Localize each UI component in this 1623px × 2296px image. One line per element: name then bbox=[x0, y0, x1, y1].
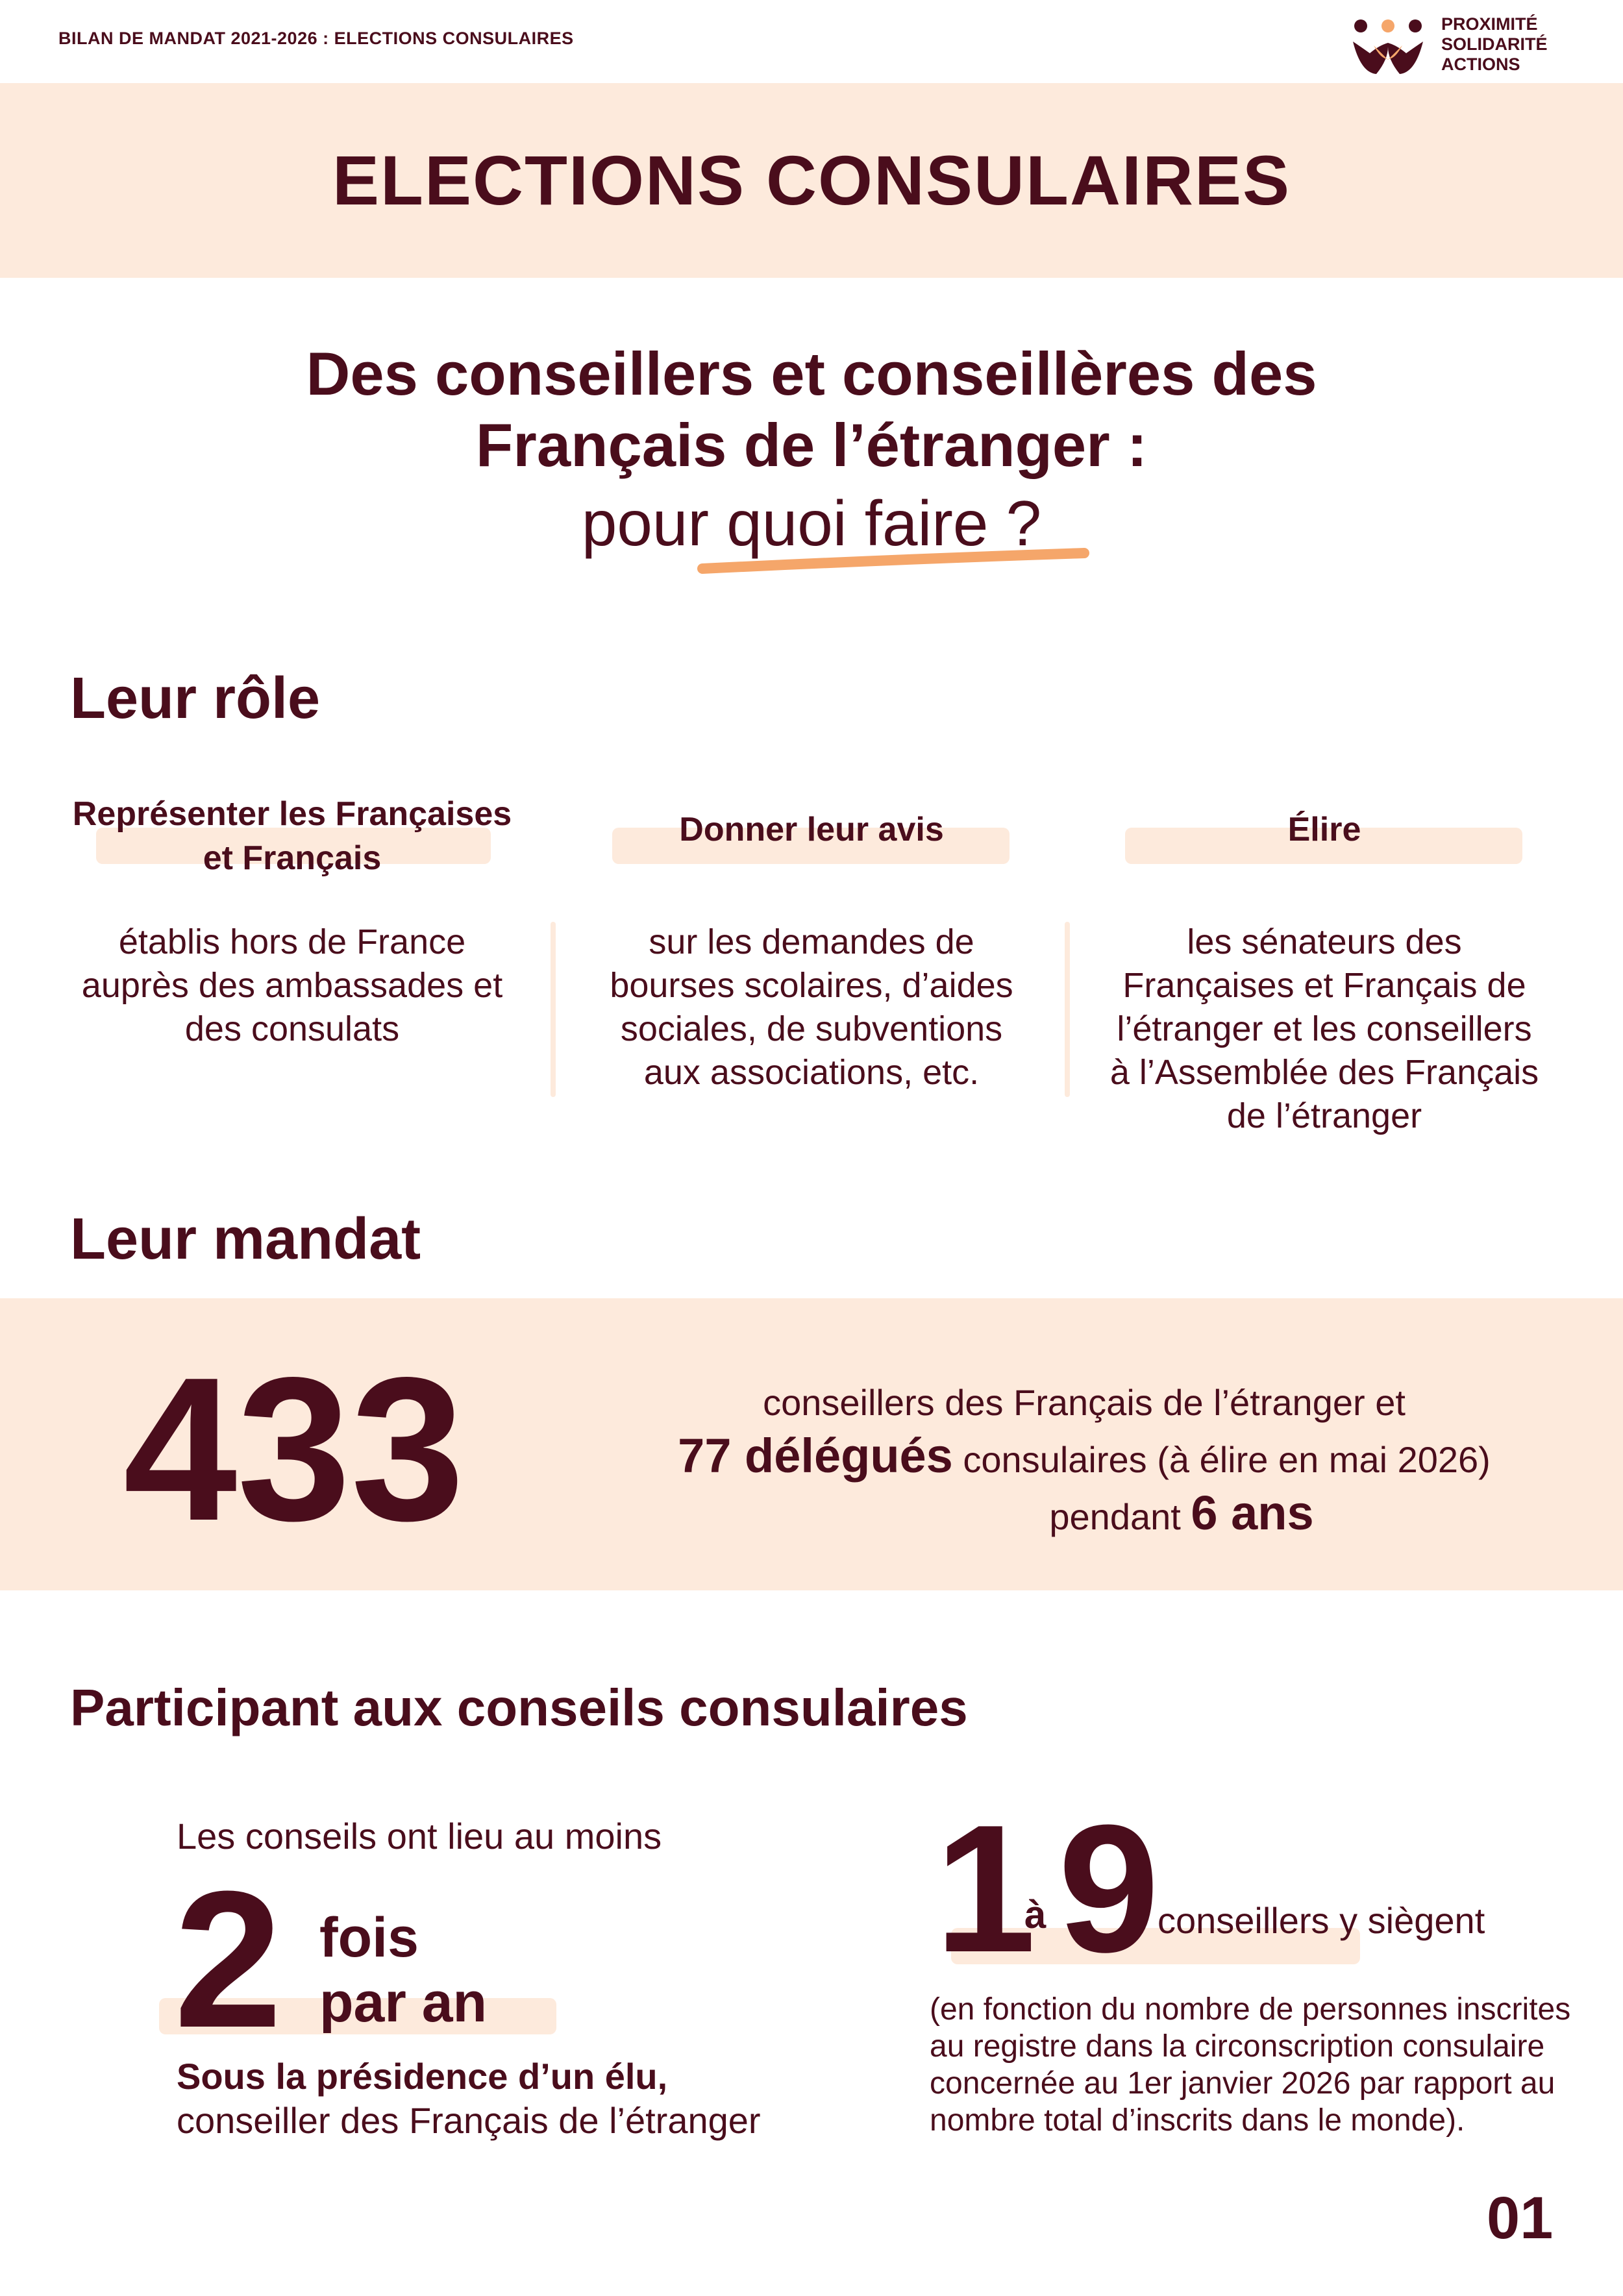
mandat-line-1: conseillers des Français de l’étranger e… bbox=[763, 1382, 1406, 1423]
role-divider-1 bbox=[551, 922, 556, 1097]
headline-line-3: pour quoi faire ? bbox=[581, 488, 1042, 559]
frequency-unit: fois par an bbox=[319, 1905, 487, 2035]
page-title: ELECTIONS CONSULAIRES bbox=[332, 141, 1291, 219]
count-note-line: concernée au 1er janvier 2026 par rappor… bbox=[930, 2066, 1555, 2101]
count-pill bbox=[951, 1928, 1360, 1964]
role-body-3: les sénateurs des Françaises et Français… bbox=[1078, 920, 1571, 1138]
role-pill-2 bbox=[612, 828, 1010, 864]
count-to: 9 bbox=[1058, 1788, 1159, 1990]
mandat-duration: 6 ans bbox=[1191, 1486, 1314, 1540]
mandat-big-number: 433 bbox=[123, 1335, 465, 1563]
role-body-1-line: auprès des ambassades et bbox=[81, 966, 503, 1005]
logo-mark-icon bbox=[1353, 19, 1423, 74]
headline-line-1: Des conseillers et conseillères des bbox=[306, 339, 1317, 408]
frequency-pill bbox=[159, 1998, 556, 2034]
mandat-band bbox=[0, 1298, 1623, 1590]
role-divider-2 bbox=[1065, 922, 1070, 1097]
count-note-line: nombre total d’inscrits dans le monde). bbox=[930, 2103, 1465, 2138]
headline-line-2: Français de l’étranger : bbox=[475, 411, 1148, 479]
role-pill-3 bbox=[1125, 828, 1522, 864]
presidence-bold: Sous la présidence d’un élu, bbox=[177, 2056, 668, 2097]
role-body-2-line: sur les demandes de bbox=[649, 922, 974, 961]
count-note-line: (en fonction du nombre de personnes insc… bbox=[930, 1992, 1571, 2027]
mandat-delegues: 77 délégués bbox=[678, 1429, 953, 1483]
frequency-unit-line-1: fois bbox=[319, 1907, 419, 1969]
role-body-3-line: de l’étranger bbox=[1226, 1096, 1422, 1135]
header-label: BILAN DE MANDAT 2021-2026 : ELECTIONS CO… bbox=[58, 29, 574, 48]
role-body-1: établis hors de France auprès des ambass… bbox=[39, 920, 545, 1051]
count-a: à bbox=[1024, 1893, 1047, 1936]
role-title: Leur rôle bbox=[70, 666, 321, 731]
mandat-title: Leur mandat bbox=[70, 1207, 421, 1272]
mandat-text: conseillers des Français de l’étranger e… bbox=[636, 1376, 1532, 1544]
page-number: 01 bbox=[1487, 2185, 1554, 2251]
role-pill-1 bbox=[96, 828, 491, 864]
underline-stroke-icon bbox=[697, 548, 1089, 574]
role-body-2-line: aux associations, etc. bbox=[643, 1053, 980, 1092]
role-heading-2: Donner leur avis bbox=[679, 811, 944, 848]
conseils-title: Participant aux conseils consulaires bbox=[70, 1679, 968, 1736]
role-body-3-line: Françaises et Français de bbox=[1122, 966, 1526, 1005]
logo-line-1: PROXIMITÉ bbox=[1441, 14, 1538, 34]
role-body-3-line: les sénateurs des bbox=[1187, 922, 1462, 961]
logo-line-2: SOLIDARITÉ bbox=[1441, 34, 1548, 54]
role-heading-3: Élire bbox=[1287, 811, 1361, 848]
role-body-2-line: sociales, de subventions bbox=[620, 1009, 1003, 1048]
role-body-1-line: établis hors de France bbox=[118, 922, 466, 961]
mandat-line-3-prefix: pendant bbox=[1049, 1496, 1191, 1537]
mandat-line-3: pendant 6 ans bbox=[636, 1487, 1532, 1544]
count-label: conseillers y siègent bbox=[1158, 1900, 1485, 1941]
presidence-text: Sous la présidence d’un élu, conseiller … bbox=[177, 2055, 761, 2143]
mandat-line-2: 77 délégués consulaires (à élire en mai … bbox=[636, 1429, 1532, 1487]
frequency-number: 2 bbox=[174, 1850, 282, 2068]
mandat-line-2-rest: consulaires (à élire en mai 2026) bbox=[952, 1439, 1491, 1480]
role-body-2-line: bourses scolaires, d’aides bbox=[610, 966, 1013, 1005]
role-body-1-line: des consulats bbox=[184, 1009, 400, 1048]
role-heading-1-line-2: et Français bbox=[203, 839, 382, 877]
role-heading-1-line-1: Représenter les Françaises bbox=[72, 795, 512, 833]
role-heading-1: Représenter les Françaises et Français bbox=[39, 792, 545, 880]
frequency-unit-line-2: par an bbox=[319, 1971, 488, 2034]
logo-line-3: ACTIONS bbox=[1441, 55, 1520, 74]
count-note-line: au registre dans la circonscription cons… bbox=[930, 2029, 1545, 2064]
role-body-3-line: à l’Assemblée des Français bbox=[1109, 1053, 1539, 1092]
conseils-intro: Les conseils ont lieu au moins bbox=[177, 1816, 662, 1857]
role-body-2: sur les demandes de bourses scolaires, d… bbox=[565, 920, 1058, 1094]
presidence-line: conseiller des Français de l’étranger bbox=[177, 2100, 761, 2141]
title-band bbox=[0, 83, 1623, 278]
logo: PROXIMITÉ SOLIDARITÉ ACTIONS bbox=[1350, 14, 1571, 79]
role-body-3-line: l’étranger et les conseillers bbox=[1117, 1009, 1532, 1048]
count-note: (en fonction du nombre de personnes insc… bbox=[930, 1991, 1570, 2139]
count-from: 1 bbox=[935, 1788, 1036, 1990]
